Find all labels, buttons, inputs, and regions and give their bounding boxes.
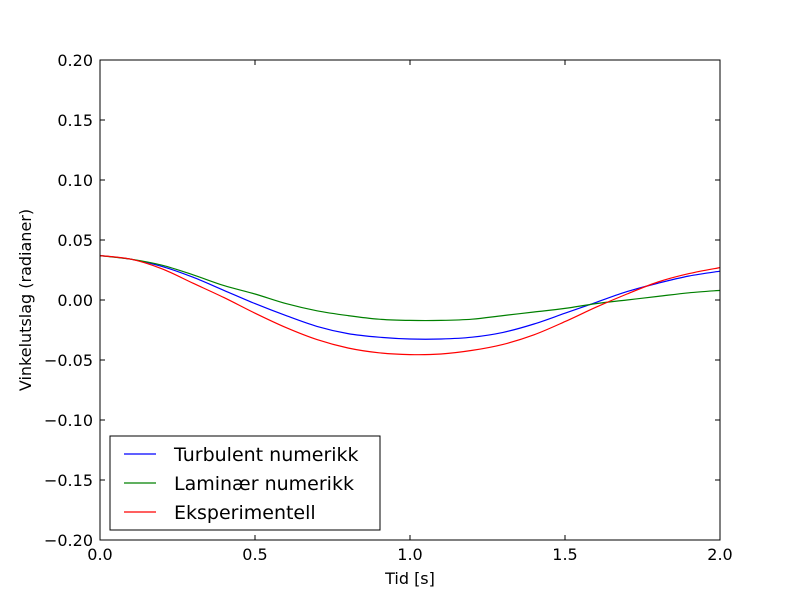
y-tick-label: −0.15 xyxy=(44,471,93,490)
y-tick-label: 0.20 xyxy=(57,51,93,70)
y-axis-label: Vinkelutslag (radianer) xyxy=(16,209,35,391)
y-tick-label: −0.05 xyxy=(44,351,93,370)
x-tick-label: 0.0 xyxy=(87,545,112,564)
legend-label-1: Laminær numerikk xyxy=(174,473,354,495)
legend-label-2: Eksperimentell xyxy=(174,502,316,524)
series-line-0 xyxy=(99,255,721,340)
y-tick-label: 0.05 xyxy=(57,231,93,250)
x-axis-label: Tid [s] xyxy=(384,569,435,588)
ticks-layer: 0.0 0.5 1.0 1.5 2.0 0.20 0.15 0.10 0.05 0.00 −0.05… xyxy=(44,51,733,564)
legend: Turbulent numerikk Laminær numerikk Eksper… xyxy=(109,435,381,531)
x-tick-label: 0.5 xyxy=(242,545,267,564)
x-tick-label: 1.0 xyxy=(397,545,422,564)
y-tick-label: 0.00 xyxy=(57,291,93,310)
y-tick-label: −0.20 xyxy=(44,531,93,550)
legend-label-0: Turbulent numerikk xyxy=(173,444,359,466)
series-line-2 xyxy=(99,255,721,356)
series-layer xyxy=(99,255,721,356)
y-tick-label: 0.10 xyxy=(57,171,93,190)
y-tick-label: 0.15 xyxy=(57,111,93,130)
series-line-1 xyxy=(99,255,721,322)
x-tick-label: 1.5 xyxy=(552,545,577,564)
x-tick-label: 2.0 xyxy=(707,545,732,564)
y-tick-label: −0.10 xyxy=(44,411,93,430)
